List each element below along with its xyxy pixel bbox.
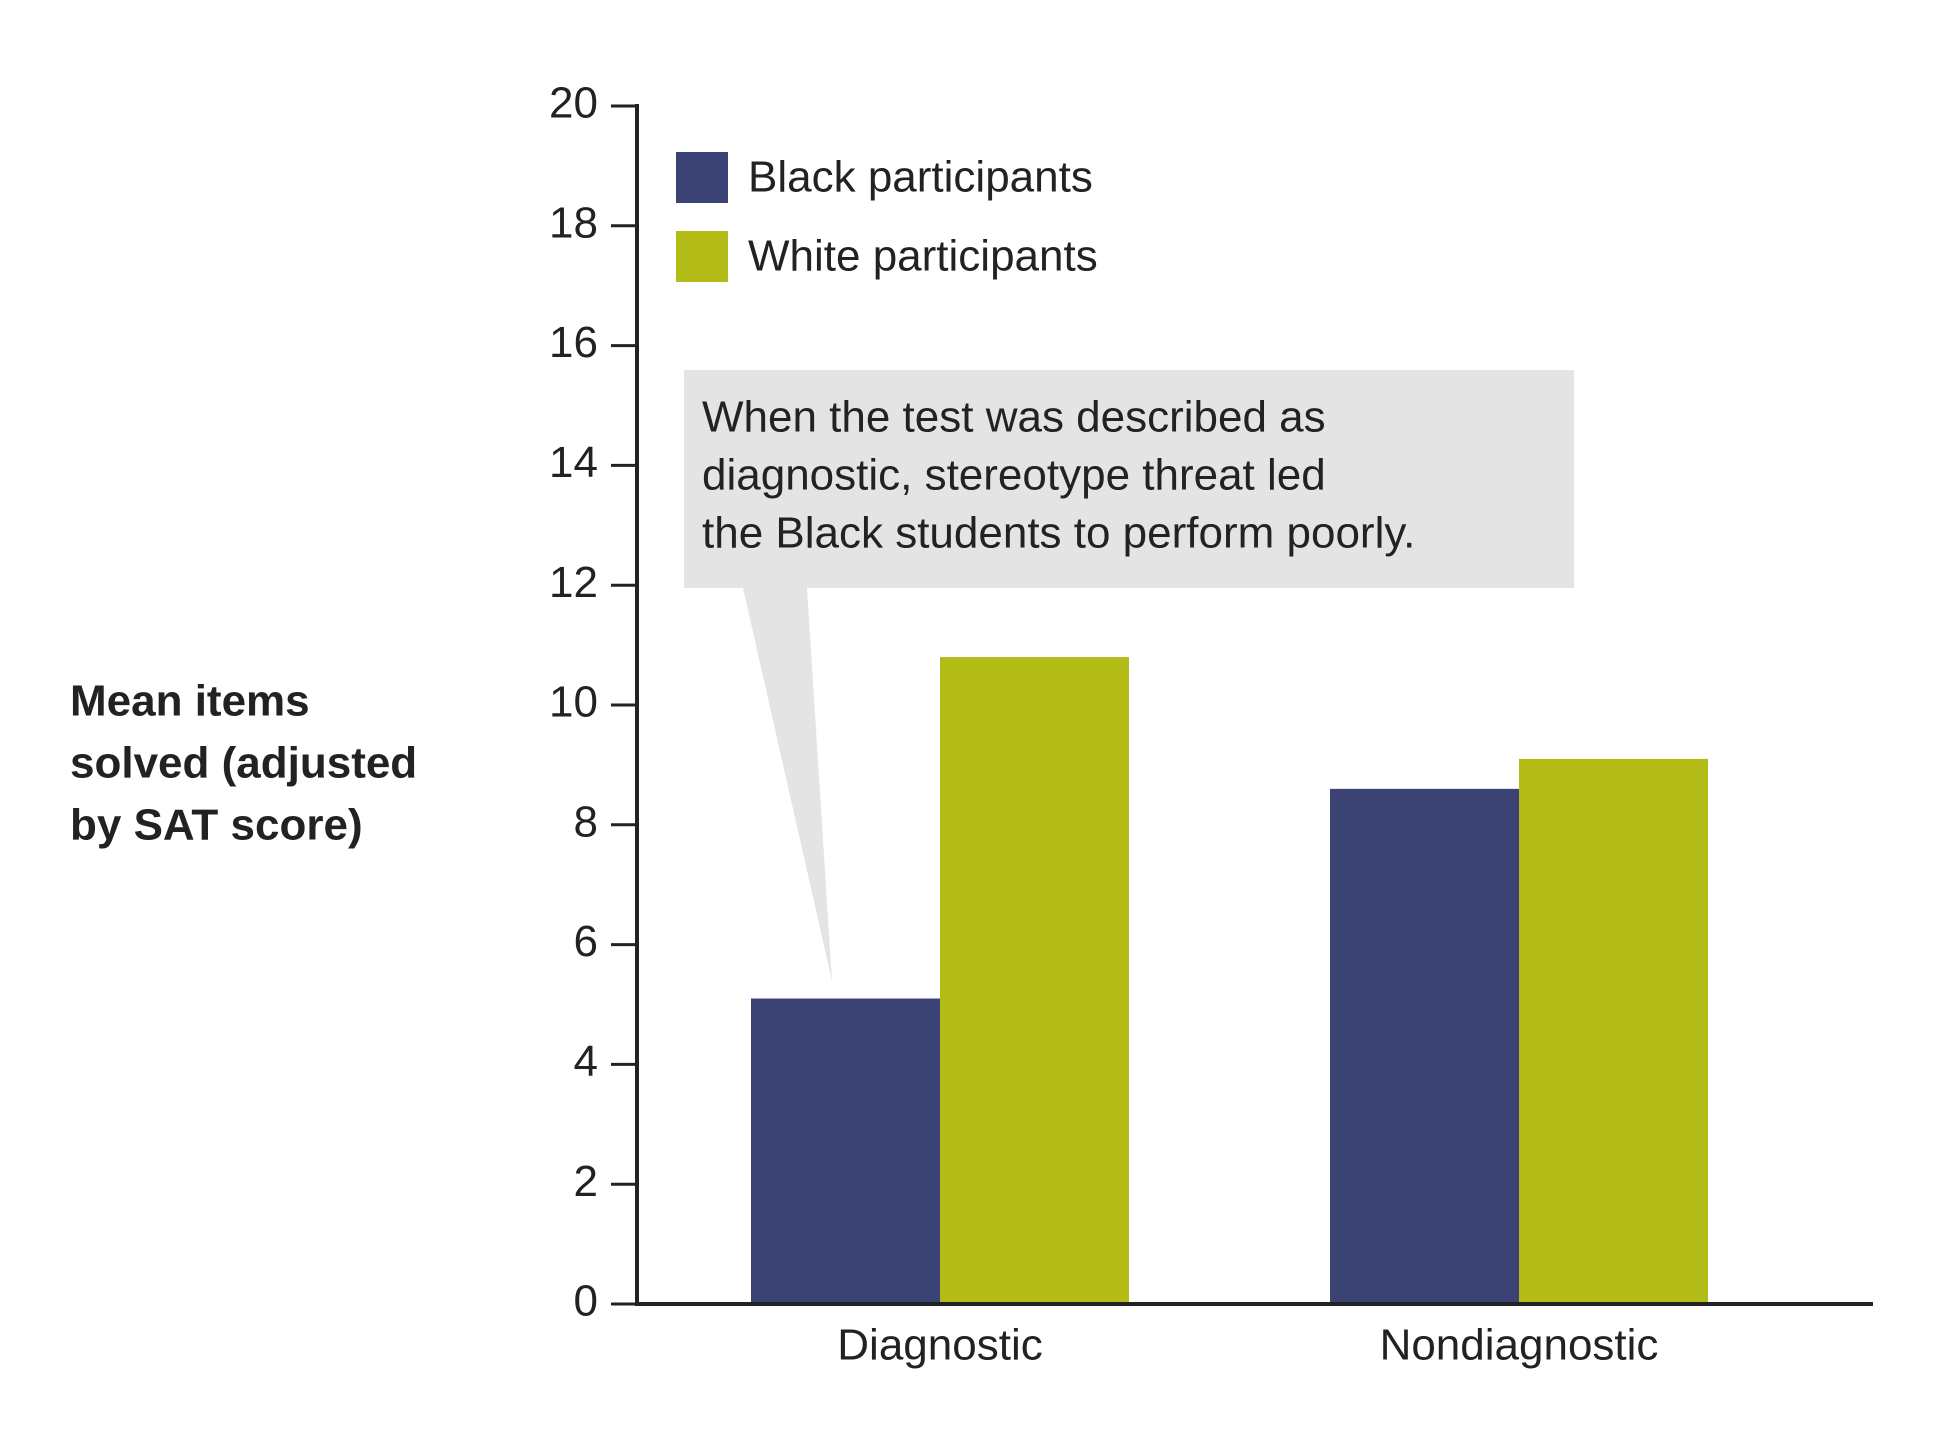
y-axis-title: Mean items xyxy=(70,677,310,726)
y-tick-label: 18 xyxy=(549,198,598,247)
y-tick-label: 12 xyxy=(549,558,598,607)
y-tick-label: 8 xyxy=(574,797,598,846)
bar xyxy=(1330,788,1519,1304)
y-tick-label: 2 xyxy=(574,1157,598,1206)
legend-label: Black participants xyxy=(748,153,1093,202)
y-tick-label: 14 xyxy=(549,438,598,487)
annotation-text: the Black students to perform poorly. xyxy=(702,509,1415,558)
y-tick-label: 20 xyxy=(549,79,598,128)
x-tick-label: Diagnostic xyxy=(837,1321,1042,1370)
y-tick-label: 0 xyxy=(574,1277,598,1326)
legend-swatch xyxy=(676,231,728,282)
y-tick-label: 6 xyxy=(574,917,598,966)
bar xyxy=(751,998,940,1304)
annotation-pointer xyxy=(743,588,832,981)
x-tick-label: Nondiagnostic xyxy=(1380,1321,1659,1370)
y-axis-title: by SAT score) xyxy=(70,801,363,850)
y-tick-label: 4 xyxy=(574,1037,598,1086)
annotation-text: When the test was described as xyxy=(702,393,1326,442)
y-tick-label: 10 xyxy=(549,678,598,727)
bar xyxy=(940,657,1129,1304)
annotation-text: diagnostic, stereotype threat led xyxy=(702,451,1326,500)
y-axis-title: solved (adjusted xyxy=(70,739,417,788)
legend-swatch xyxy=(676,152,728,203)
annotation-box xyxy=(684,370,1574,588)
bar xyxy=(1519,758,1708,1304)
legend-label: White participants xyxy=(748,232,1098,281)
y-tick-label: 16 xyxy=(549,318,598,367)
